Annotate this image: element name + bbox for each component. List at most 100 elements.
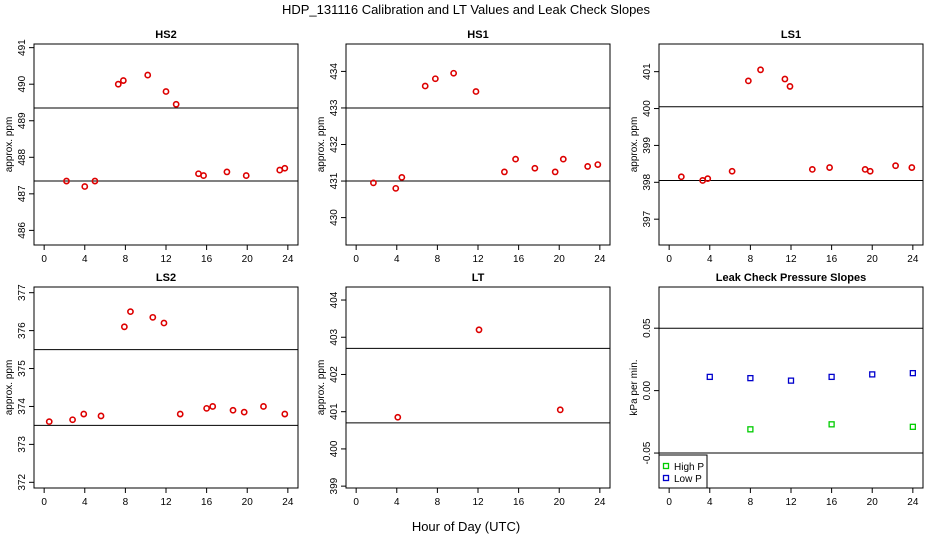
data-point [63, 177, 70, 185]
y-tick-label: -0.05 [642, 441, 653, 464]
y-axis-label: approx. ppm [629, 117, 640, 173]
legend-low-marker [662, 474, 670, 482]
data-point [91, 177, 99, 185]
x-tick-label: 4 [707, 254, 713, 265]
y-axis-label: approx. ppm [4, 117, 15, 173]
y-axis-label: approx. ppm [316, 360, 327, 416]
data-point [704, 175, 712, 183]
data-point [209, 403, 217, 410]
data-point [120, 323, 128, 331]
x-tick-label: 8 [748, 497, 754, 508]
x-tick-label: 24 [282, 254, 294, 265]
data-point [144, 71, 152, 79]
legend-high-label: High P [674, 462, 704, 473]
y-tick-label: 373 [17, 436, 28, 453]
x-tick-label: 24 [594, 254, 606, 265]
y-tick-label: 430 [329, 209, 340, 226]
x-tick-label: 0 [666, 254, 672, 265]
x-tick-label: 16 [201, 497, 213, 508]
x-tick-label: 4 [82, 497, 88, 508]
data-point [757, 66, 764, 74]
y-tick-label: 399 [642, 137, 653, 154]
panel-title: Leak Check Pressure Slopes [716, 272, 866, 284]
y-tick-label: 401 [329, 403, 340, 420]
data-point [203, 404, 211, 412]
panel-title: LS1 [781, 29, 801, 41]
x-axis-label: Hour of Day (UTC) [412, 519, 520, 534]
data-point [81, 183, 89, 190]
data-point [97, 412, 105, 420]
data-point [584, 163, 592, 170]
x-tick-label: 8 [435, 254, 441, 265]
y-tick-label: 434 [329, 63, 340, 80]
legend-low-label: Low P [674, 474, 702, 485]
data-point [826, 164, 833, 171]
y-tick-label: 489 [17, 112, 28, 129]
x-tick-label: 4 [394, 254, 400, 265]
panel-title: LS2 [156, 272, 176, 284]
plot-frame [345, 286, 611, 489]
low-p-point [828, 373, 835, 381]
data-point [281, 410, 289, 418]
data-point [229, 406, 237, 414]
x-tick-label: 12 [160, 497, 172, 508]
y-tick-label: 404 [329, 291, 340, 308]
y-tick-label: 398 [642, 174, 653, 191]
y-tick-label: 377 [17, 284, 28, 301]
data-point [80, 410, 88, 418]
data-point [242, 172, 250, 179]
panel-title: HS1 [467, 29, 488, 41]
panel-4: LS2 0 4 8 12 16 20 24 372 373 374 375 376 377 approx. … [4, 272, 299, 508]
data-point [127, 308, 134, 316]
y-tick-label: 399 [329, 477, 340, 494]
x-tick-label: 8 [435, 497, 441, 508]
x-tick-label: 24 [907, 497, 919, 508]
data-point [172, 100, 180, 108]
data-point [162, 88, 170, 95]
x-tick-label: 16 [826, 254, 838, 265]
data-point [119, 77, 127, 84]
y-tick-label: 372 [17, 474, 28, 491]
legend-high-marker [662, 462, 670, 470]
x-tick-label: 0 [41, 254, 47, 265]
data-point [728, 167, 736, 175]
data-point [392, 184, 400, 192]
data-point [240, 408, 248, 416]
y-tick-label: 433 [329, 99, 340, 116]
data-point [176, 410, 184, 418]
data-point [114, 80, 122, 88]
x-tick-label: 8 [748, 254, 754, 265]
y-tick-label: 432 [329, 136, 340, 153]
low-p-point [706, 373, 713, 381]
data-point [475, 326, 483, 334]
y-tick-label: 403 [329, 328, 340, 345]
x-tick-label: 20 [554, 497, 566, 508]
data-point [223, 168, 231, 176]
x-tick-label: 8 [123, 254, 129, 265]
data-point [594, 161, 602, 168]
data-point [556, 406, 564, 414]
data-point [431, 75, 439, 83]
data-point [472, 88, 480, 95]
plot-frame [33, 286, 299, 489]
x-tick-label: 12 [160, 254, 172, 265]
x-tick-label: 16 [201, 254, 213, 265]
data-point [866, 167, 874, 175]
x-tick-label: 12 [785, 254, 797, 265]
x-tick-label: 4 [394, 497, 400, 508]
low-p-point [909, 369, 916, 377]
low-p-point [787, 377, 795, 384]
x-tick-label: 24 [282, 497, 294, 508]
y-axis-label: approx. ppm [4, 360, 15, 416]
y-tick-label: 431 [329, 172, 340, 189]
y-tick-label: 375 [17, 360, 28, 377]
y-tick-label: 0.05 [642, 318, 653, 338]
data-point [149, 313, 157, 321]
x-tick-label: 20 [867, 254, 879, 265]
y-tick-label: 488 [17, 149, 28, 166]
data-point [908, 164, 916, 171]
data-point [808, 165, 816, 173]
plot-frame [658, 43, 924, 246]
y-tick-label: 401 [642, 63, 653, 80]
